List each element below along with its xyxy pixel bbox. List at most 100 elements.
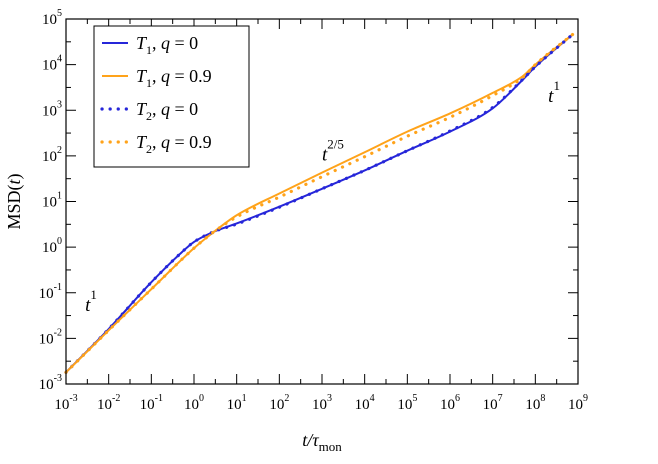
legend-entry-sub: 2 xyxy=(146,109,152,123)
legend-entry-label: T2, q = 0.9 xyxy=(136,132,212,156)
y-tick-base: 10 xyxy=(42,240,57,256)
y-tick-label: 100 xyxy=(42,236,62,256)
y-tick-label: 102 xyxy=(42,145,62,165)
legend-entry-sep: , xyxy=(152,99,161,119)
slope-annotation-exp: 2/5 xyxy=(327,136,344,151)
x-tick-exp: 6 xyxy=(455,393,460,404)
slope-annotation-exp: 1 xyxy=(553,78,560,93)
y-tick-base: 10 xyxy=(42,149,57,165)
legend-entry-qval: = 0 xyxy=(175,33,199,53)
legend-entry-q: q xyxy=(161,132,175,152)
x-tick-exp: -1 xyxy=(155,393,163,404)
x-tick-exp: 2 xyxy=(284,393,289,404)
x-tick-label: 10-3 xyxy=(54,393,77,413)
x-tick-exp: 9 xyxy=(583,393,588,404)
legend-entry-q: q xyxy=(161,33,175,53)
legend-entry-var: T xyxy=(136,132,148,152)
legend-entry-q: q xyxy=(161,99,175,119)
x-tick-exp: -2 xyxy=(112,393,120,404)
x-tick-base: 10 xyxy=(97,397,112,413)
y-tick-base: 10 xyxy=(39,377,54,393)
x-tick-exp: -3 xyxy=(69,393,77,404)
y-tick-exp: 3 xyxy=(57,99,62,110)
legend-entry-label: T2, q = 0 xyxy=(136,99,198,123)
legend-entry-label: T1, q = 0.9 xyxy=(136,66,212,90)
legend-entry-q: q xyxy=(161,66,175,86)
legend-entry-var: T xyxy=(136,66,148,86)
legend-entry-sub: 1 xyxy=(146,76,152,90)
legend-entry-qval: = 0.9 xyxy=(175,132,212,152)
x-tick-label: 10-1 xyxy=(140,393,163,413)
slope-annotation: t1 xyxy=(548,78,560,107)
slope-annotation-exp: 1 xyxy=(90,287,97,302)
y-tick-exp: -1 xyxy=(54,282,62,293)
x-tick-label: 105 xyxy=(397,393,417,413)
y-axis-label-var: t xyxy=(4,179,24,185)
x-tick-label: 104 xyxy=(355,393,375,413)
x-axis-label-sub: mon xyxy=(319,439,343,454)
legend: T1, q = 0T1, q = 0.9T2, q = 0T2, q = 0.9 xyxy=(93,25,250,168)
x-tick-base: 10 xyxy=(54,397,69,413)
y-tick-exp: -3 xyxy=(54,373,62,384)
x-tick-label: 101 xyxy=(227,393,247,413)
x-tick-exp: 0 xyxy=(199,393,204,404)
y-tick-label: 10-3 xyxy=(39,373,62,393)
y-tick-exp: 5 xyxy=(57,8,62,19)
legend-entry-sub: 2 xyxy=(146,142,152,156)
x-tick-label: 106 xyxy=(440,393,460,413)
x-axis-label: t/τmon xyxy=(302,430,342,454)
y-axis-label-main: MSD( xyxy=(4,185,25,230)
x-tick-base: 10 xyxy=(355,397,370,413)
y-tick-base: 10 xyxy=(42,103,57,119)
x-tick-base: 10 xyxy=(440,397,455,413)
y-tick-label: 101 xyxy=(42,191,62,211)
legend-entry-label: T1, q = 0 xyxy=(136,33,198,57)
x-tick-base: 10 xyxy=(525,397,540,413)
x-tick-base: 10 xyxy=(312,397,327,413)
x-tick-base: 10 xyxy=(397,397,412,413)
x-tick-base: 10 xyxy=(483,397,498,413)
y-tick-label: 105 xyxy=(42,8,62,28)
slope-annotation-base: t xyxy=(85,295,91,316)
slope-annotation: t1 xyxy=(85,287,97,316)
series-layer xyxy=(64,32,575,374)
y-tick-label: 10-2 xyxy=(39,327,62,347)
y-axis-label: MSD(t) xyxy=(4,173,25,229)
y-tick-base: 10 xyxy=(42,58,57,74)
series-line-t2-q0p9 xyxy=(64,32,575,374)
legend-entry-var: T xyxy=(136,33,148,53)
x-tick-base: 10 xyxy=(184,397,199,413)
legend-entry-var: T xyxy=(136,99,148,119)
x-tick-label: 109 xyxy=(568,393,588,413)
x-axis-label-main: t/τ xyxy=(302,430,319,450)
y-tick-label: 10-1 xyxy=(39,282,62,302)
x-tick-base: 10 xyxy=(269,397,284,413)
series-line-t2-q0 xyxy=(64,32,575,374)
x-tick-label: 108 xyxy=(525,393,545,413)
y-tick-exp: 1 xyxy=(57,191,62,202)
x-tick-exp: 7 xyxy=(498,393,503,404)
x-tick-label: 10-2 xyxy=(97,393,120,413)
x-tick-label: 102 xyxy=(269,393,289,413)
x-tick-label: 107 xyxy=(483,393,503,413)
legend-entry-qval: = 0.9 xyxy=(175,66,212,86)
x-tick-base: 10 xyxy=(568,397,583,413)
slope-annotation: t2/5 xyxy=(322,136,344,165)
y-axis-label-close: ) xyxy=(4,173,25,179)
y-tick-label: 104 xyxy=(42,54,62,74)
legend-entry-sep: , xyxy=(152,33,161,53)
y-tick-base: 10 xyxy=(39,331,54,347)
slope-annotation-base: t xyxy=(548,86,554,107)
legend-entry-qval: = 0 xyxy=(175,99,199,119)
x-tick-base: 10 xyxy=(227,397,242,413)
y-tick-base: 10 xyxy=(42,12,57,28)
legend-entry-sub: 1 xyxy=(146,43,152,57)
x-tick-exp: 8 xyxy=(540,393,545,404)
y-tick-label: 103 xyxy=(42,99,62,119)
legend-entry-sep: , xyxy=(152,66,161,86)
y-tick-exp: 4 xyxy=(57,54,62,65)
y-tick-exp: 2 xyxy=(57,145,62,156)
